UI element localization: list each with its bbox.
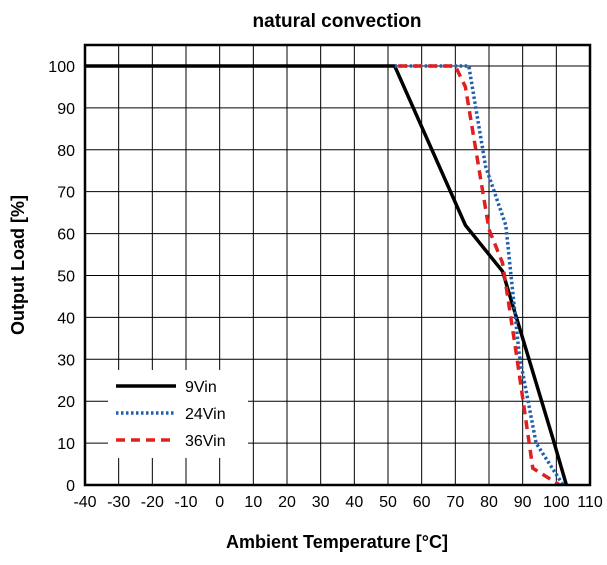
x-tick-label: 0 (215, 494, 224, 511)
legend-background (108, 370, 248, 458)
y-tick-label: 90 (57, 101, 75, 118)
x-tick-label: -40 (73, 494, 96, 511)
series-line-9vin (85, 64, 569, 486)
chart-title: natural convection (253, 11, 422, 32)
y-tick-label: 20 (57, 394, 75, 411)
y-tick-label: 50 (57, 268, 75, 285)
y-tick-label: 0 (66, 478, 75, 495)
x-tick-label: 20 (278, 494, 296, 511)
x-tick-label: 50 (379, 494, 397, 511)
x-tick-label: -20 (141, 494, 164, 511)
x-axis-title: Ambient Temperature [°C] (226, 532, 448, 552)
series-layer (85, 64, 569, 487)
x-tick-label: 110 (577, 494, 603, 511)
x-tick-label: 30 (312, 494, 330, 511)
y-tick-label: 30 (57, 352, 75, 369)
series-line-36vin (398, 64, 561, 487)
y-tick-label: 80 (57, 143, 75, 160)
legend-label-36vin: 36Vin (185, 433, 226, 450)
x-tick-label: 100 (543, 494, 570, 511)
x-tick-label: 90 (514, 494, 532, 511)
legend-label-9vin: 9Vin (185, 379, 217, 396)
x-tick-labels: -40 -30 -20 -10 0 10 20 30 40 50 60 70 80 90 100 110 (73, 494, 602, 511)
x-tick-label: 10 (244, 494, 262, 511)
y-tick-label: 100 (48, 59, 75, 76)
x-tick-label: 70 (446, 494, 464, 511)
x-tick-label: 60 (413, 494, 431, 511)
y-tick-labels: 0 10 20 30 40 50 60 70 80 90 100 (48, 59, 75, 495)
y-tick-label: 40 (57, 310, 75, 327)
y-tick-label: 60 (57, 227, 75, 244)
y-tick-label: 70 (57, 185, 75, 202)
plot-frame (83, 43, 592, 487)
y-tick-label: 10 (57, 436, 75, 453)
x-tick-label: -30 (107, 494, 130, 511)
x-tick-label: 40 (345, 494, 363, 511)
x-tick-label: 80 (480, 494, 498, 511)
y-axis-title: Output Load [%] (8, 195, 28, 335)
x-tick-label: -10 (174, 494, 197, 511)
legend-label-24vin: 24Vin (185, 406, 226, 423)
legend: 9Vin 24Vin 36Vin (108, 370, 248, 458)
